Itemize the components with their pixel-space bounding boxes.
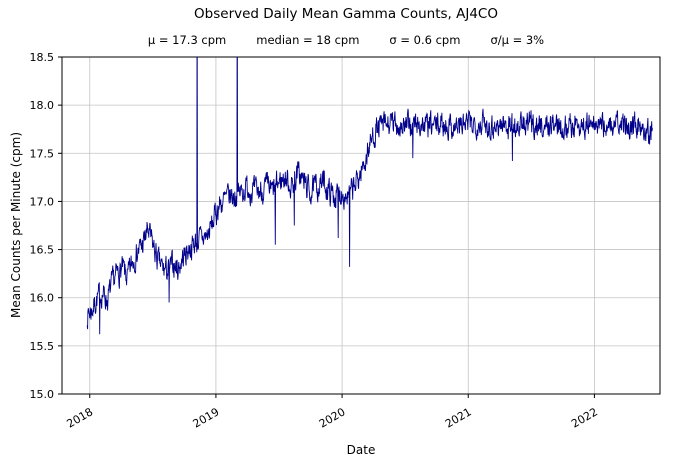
- stat-sigma: σ = 0.6 cpm: [389, 33, 461, 47]
- svg-text:2020: 2020: [317, 405, 348, 430]
- svg-text:2022: 2022: [569, 405, 600, 430]
- stat-mean: μ = 17.3 cpm: [147, 33, 227, 47]
- stat-sigma-over-mu: σ/μ = 3%: [490, 33, 545, 47]
- svg-text:17.0: 17.0: [30, 195, 55, 208]
- svg-text:16.5: 16.5: [30, 244, 55, 257]
- svg-text:2018: 2018: [65, 405, 96, 430]
- stats-line: μ = 17.3 cpm median = 18 cpm σ = 0.6 cpm…: [0, 33, 692, 47]
- x-axis-label: Date: [346, 443, 376, 457]
- svg-text:16.0: 16.0: [30, 292, 55, 305]
- svg-text:17.5: 17.5: [30, 147, 55, 160]
- svg-text:15.0: 15.0: [30, 388, 55, 401]
- stat-median: median = 18 cpm: [256, 33, 360, 47]
- chart-title: Observed Daily Mean Gamma Counts, AJ4CO: [194, 6, 498, 22]
- y-axis-label: Mean Counts per Minute (cpm): [9, 131, 23, 319]
- svg-text:2021: 2021: [443, 405, 474, 430]
- svg-text:18.5: 18.5: [30, 51, 55, 64]
- svg-text:2019: 2019: [191, 405, 222, 430]
- svg-text:18.0: 18.0: [30, 99, 55, 112]
- svg-text:15.5: 15.5: [30, 340, 55, 353]
